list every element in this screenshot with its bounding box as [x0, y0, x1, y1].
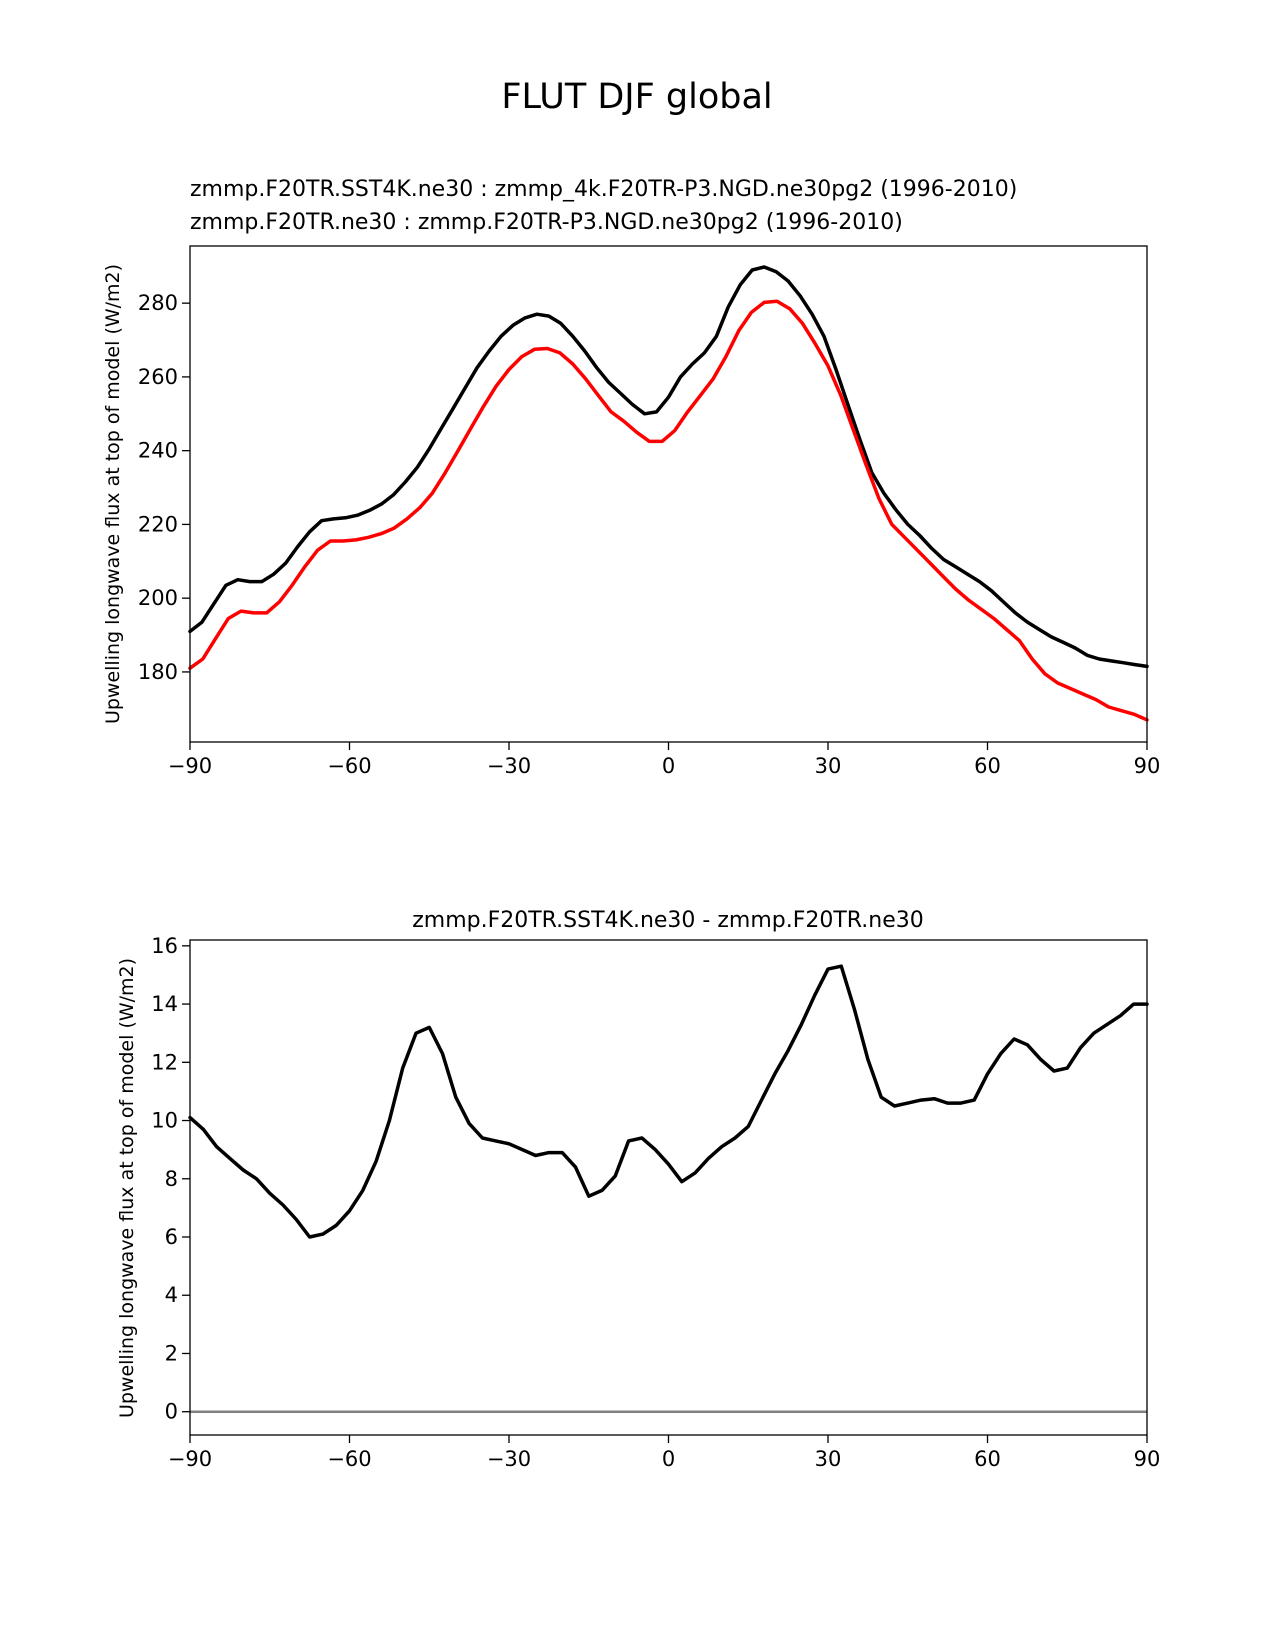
bottom-panel-ytick-label: 12: [151, 1050, 178, 1074]
top-panel-xtick-label: 30: [815, 754, 842, 778]
bottom-panel-ylabel: Upwelling longwave flux at top of model …: [116, 958, 138, 1418]
top-panel-xtick-label: −90: [168, 754, 212, 778]
top-panel-ytick-label: 280: [138, 291, 178, 315]
bottom-panel-xtick-label: 90: [1134, 1447, 1161, 1471]
top-panel-ytick-label: 220: [138, 512, 178, 536]
bottom-panel-xtick-label: 60: [974, 1447, 1001, 1471]
top-panel-xtick-label: −60: [327, 754, 371, 778]
bottom-panel-xtick-label: −90: [168, 1447, 212, 1471]
top-panel-ytick-label: 180: [138, 660, 178, 684]
bottom-panel-ytick-label: 16: [151, 934, 178, 958]
bottom-panel-series: [188, 964, 1149, 1239]
top-panel-title-line-1: zmmp.F20TR.SST4K.ne30 : zmmp_4k.F20TR-P3…: [190, 177, 1017, 202]
bottom-panel-ytick-label: 14: [151, 992, 178, 1016]
top-panel-xtick-label: 0: [662, 754, 675, 778]
top-panel: zmmp.F20TR.SST4K.ne30 : zmmp_4k.F20TR-P3…: [102, 177, 1160, 778]
top-panel-series-line-1: [188, 265, 1149, 669]
bottom-panel-xtick-label: −60: [327, 1447, 371, 1471]
top-panel-series: [188, 265, 1149, 722]
bottom-panel-title: zmmp.F20TR.SST4K.ne30 - zmmp.F20TR.ne30: [412, 908, 924, 933]
top-panel-xtick-label: 90: [1134, 754, 1161, 778]
bottom-panel-frame: [189, 939, 1148, 1436]
bottom-panel-ytick-label: 4: [165, 1283, 178, 1307]
bottom-panel-ytick-label: 0: [165, 1400, 178, 1424]
top-panel-axes: −90 −60 −30 0 30 60 90 180 200 220 240 260 280: [138, 291, 1160, 778]
top-panel-xtick-label: 60: [974, 754, 1001, 778]
bottom-panel-axes: −90 −60 −30 0 30 60 90 0 2 4 6 8 10 12 14 16: [151, 934, 1160, 1471]
bottom-panel: zmmp.F20TR.SST4K.ne30 - zmmp.F20TR.ne30 …: [116, 908, 1160, 1471]
bottom-panel-xtick-label: −30: [487, 1447, 531, 1471]
bottom-panel-xtick-label: 30: [815, 1447, 842, 1471]
bottom-panel-xtick-label: 0: [662, 1447, 675, 1471]
top-panel-ytick-label: 260: [138, 365, 178, 389]
top-panel-series-line-2: [188, 299, 1149, 722]
top-panel-ytick-label: 240: [138, 439, 178, 463]
bottom-panel-series-line-1: [188, 964, 1149, 1239]
bottom-panel-ytick-label: 10: [151, 1109, 178, 1133]
bottom-panel-ytick-label: 6: [165, 1225, 178, 1249]
figure-title: FLUT DJF global: [501, 77, 772, 117]
top-panel-title-line-2: zmmp.F20TR.ne30 : zmmp.F20TR-P3.NGD.ne30…: [190, 210, 903, 235]
top-panel-xtick-label: −30: [487, 754, 531, 778]
bottom-panel-ytick-label: 8: [165, 1167, 178, 1191]
top-panel-frame: [189, 245, 1148, 743]
top-panel-ytick-label: 200: [138, 586, 178, 610]
top-panel-ylabel: Upwelling longwave flux at top of model …: [102, 264, 124, 724]
bottom-panel-ytick-label: 2: [165, 1341, 178, 1365]
